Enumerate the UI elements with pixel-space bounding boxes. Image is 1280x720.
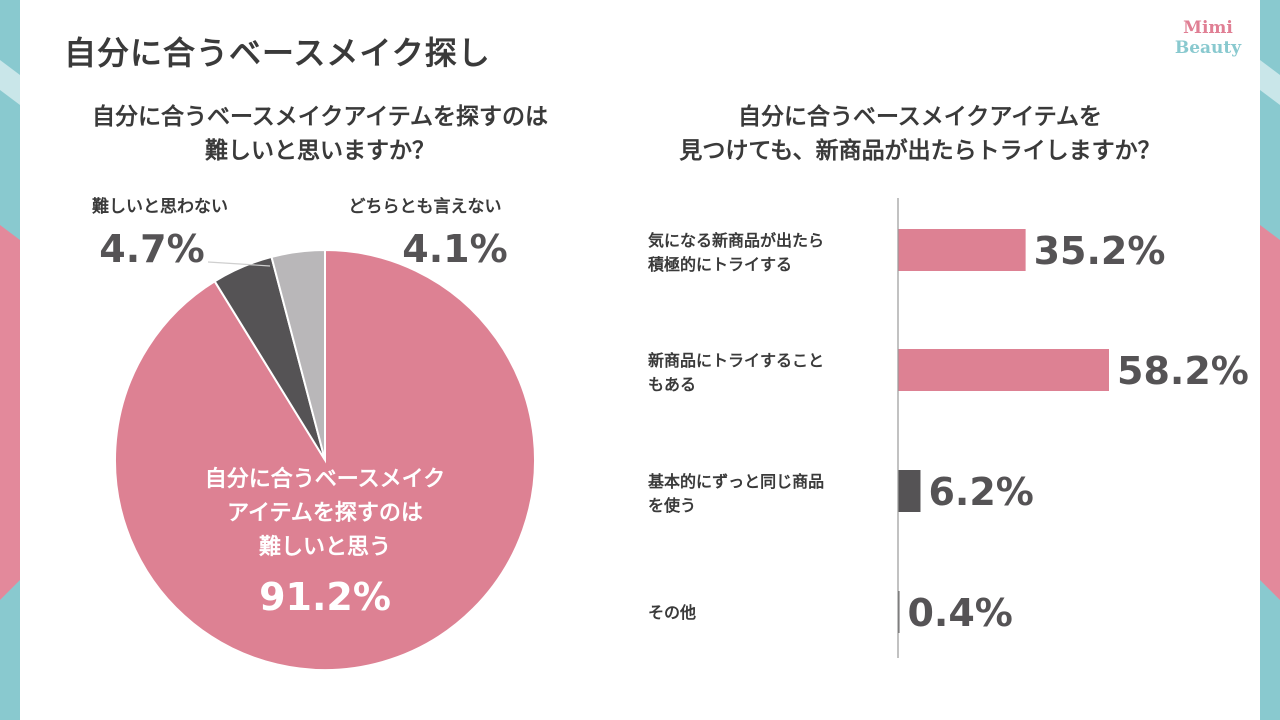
pie-slice-2-name: どちらとも言えない: [349, 196, 502, 217]
bar-value-label-3: 0.4%: [907, 591, 1012, 635]
pie-slice-1-name: 難しいと思わない: [92, 196, 228, 217]
pie-slice-0-name-line-1: アイテムを探すのは: [227, 500, 423, 526]
bar-value-label-0: 35.2%: [1034, 229, 1166, 273]
right-pink-stripe: [1260, 225, 1280, 600]
pie-question-line-2: 難しいと思いますか？: [205, 138, 435, 164]
logo-line-1: Mimi: [1183, 18, 1233, 38]
pie-slice-0-name-line-0: 自分に合うベースメイク: [205, 466, 445, 492]
brand-logo: Mimi Beauty: [1168, 18, 1248, 58]
bar-category-2-line-0: 基本的にずっと同じ商品: [647, 472, 824, 491]
bar-3: [898, 591, 900, 633]
pie-slice-2-value: 4.1%: [402, 227, 507, 271]
pie-slice-1-value: 4.7%: [99, 227, 204, 271]
bar-0: [898, 229, 1026, 271]
bar-2: [898, 470, 921, 512]
bar-category-0-line-0: 気になる新商品が出たら: [648, 231, 824, 250]
pie-slice-0-value: 91.2%: [259, 575, 391, 619]
pie-slice-0-name-line-2: 難しいと思う: [259, 534, 391, 560]
pie-leader-line: [207, 261, 271, 267]
pie-chart-question: 自分に合うベースメイクアイテムを探すのは 難しいと思いますか？: [40, 100, 600, 168]
bar-value-label-1: 58.2%: [1117, 349, 1249, 393]
pie-question-line-1: 自分に合うベースメイクアイテムを探すのは: [91, 104, 549, 130]
left-pink-stripe: [0, 225, 20, 600]
bar-category-0-line-1: 積極的にトライする: [647, 255, 792, 274]
pie-slice-2: [270, 248, 326, 461]
page-title: 自分に合うベースメイク探し: [64, 34, 491, 72]
bar-question-line-2: 見つけても、新商品が出たらトライしますか？: [679, 138, 1161, 164]
left-light-stripe: [0, 60, 20, 105]
bar-category-3-line-0: その他: [648, 603, 696, 622]
bar-chart-question: 自分に合うベースメイクアイテムを 見つけても、新商品が出たらトライしますか？: [640, 100, 1200, 168]
bar-category-1-line-0: 新商品にトライすること: [648, 351, 824, 370]
bar-category-2-line-1: を使う: [648, 496, 696, 515]
bar-category-1-line-1: もある: [648, 375, 696, 394]
logo-line-2: Beauty: [1174, 38, 1242, 58]
right-light-stripe: [1260, 60, 1280, 105]
bar-question-line-1: 自分に合うベースメイクアイテムを: [737, 104, 1103, 130]
bar-value-label-2: 6.2%: [928, 470, 1033, 514]
bar-1: [898, 349, 1109, 391]
